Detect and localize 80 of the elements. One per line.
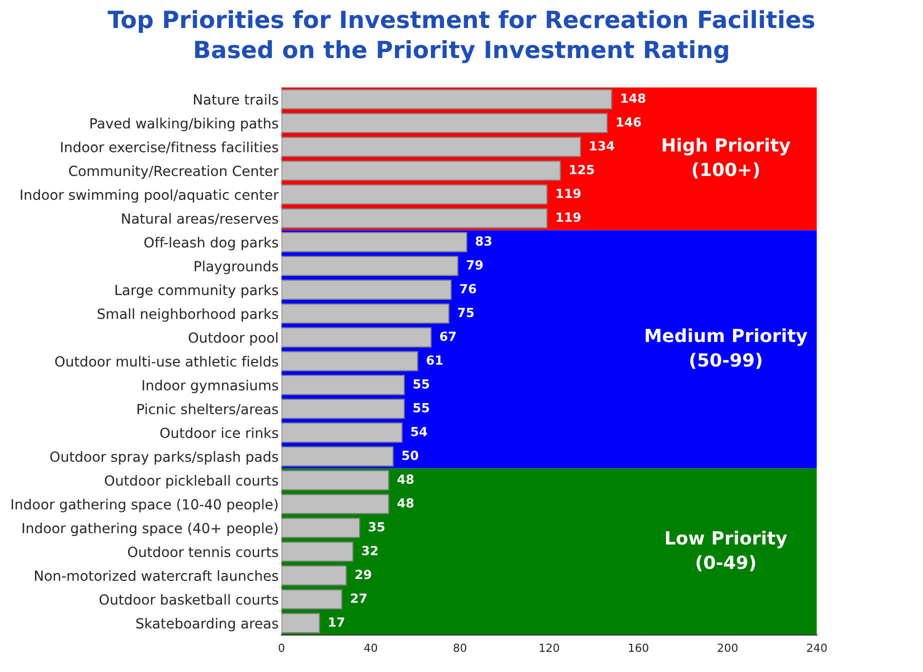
bar [282,374,405,396]
y-tick-label: Small neighborhood parks [98,308,278,322]
band-label: Medium Priority (50-99) [646,328,808,369]
data-label: 119 [556,212,581,222]
y-tick-label: Indoor gathering space (10-40 people) [12,498,278,512]
y-tick-label: Playgrounds [194,260,278,274]
data-label: 35 [368,522,384,532]
y-tick-label: Indoor gathering space (40+ people) [22,522,278,536]
y-tick-label: Skateboarding areas [136,618,278,632]
data-label: 55 [413,379,430,389]
y-tick-label: Non-motorized watercraft launches [34,570,278,581]
bar [282,280,452,300]
bar [282,160,561,181]
bar [282,327,432,348]
data-label: 48 [397,474,414,484]
x-tick-label: 240 [807,644,827,652]
y-tick-label: Indoor swimming pool/aquatic center [20,189,279,203]
bar [282,446,394,467]
y-tick-label: Natural areas/reserves [122,213,278,225]
data-label: 27 [351,593,366,603]
y-tick-label: Indoor exercise/fitness facilities [61,142,278,154]
bar [282,113,608,134]
bar [282,518,360,538]
chart-title: Top Priorities for Investment for Recreation Facilities Based on the Priority Investment Rating [108,10,814,64]
bar [282,422,403,443]
x-tick-label: 200 [718,644,738,652]
data-label: 148 [621,93,646,103]
bar [282,589,342,610]
bar [282,494,390,514]
bar [282,303,450,324]
data-label: 119 [556,188,581,198]
bar [282,136,581,157]
data-label: 125 [570,164,594,174]
y-tick-label: Outdoor multi-use athletic fields [55,356,278,367]
y-tick-label: Community/Recreation Center [69,165,279,179]
bar [282,542,354,562]
band-label: High Priority (100+) [662,138,790,178]
bar [282,398,405,419]
data-label: 48 [397,498,414,508]
data-label: 79 [466,260,483,270]
x-tick-label: 160 [629,644,648,652]
data-label: 76 [460,284,476,294]
x-tick-label: 80 [454,644,466,652]
data-label: 67 [440,332,456,342]
x-tick-label: 0 [278,644,284,652]
data-label: 17 [329,617,344,627]
x-tick-label: 120 [540,644,560,652]
y-tick-label: Large community parks [116,284,278,298]
y-tick-label: Indoor gymnasiums [142,380,278,394]
y-tick-label: Outdoor spray parks/splash pads [50,451,278,465]
data-label: 54 [411,426,428,436]
y-tick-label: Outdoor pickleball courts [104,474,278,488]
data-label: 146 [616,117,641,127]
bar [282,232,468,252]
y-tick-label: Outdoor ice rinks [160,427,278,438]
data-label: 29 [356,570,372,580]
bar [282,565,347,586]
x-tick-label: 40 [364,644,378,652]
y-tick-label: Outdoor pool [188,332,278,346]
bar [282,184,548,205]
data-label: 32 [362,546,378,556]
bar [282,470,390,490]
bar [282,208,548,228]
bar [282,351,418,372]
bar [282,256,458,276]
data-label: 83 [476,236,492,246]
band-label: Low Priority (0-49) [666,530,788,572]
data-label: 50 [402,450,418,460]
bar [282,89,612,110]
y-tick-label: Picnic shelters/areas [138,404,278,416]
data-label: 55 [413,403,430,412]
data-label: 61 [426,355,442,365]
y-tick-label: Nature trails [194,94,278,105]
y-tick-label: Outdoor tennis courts [128,546,278,558]
y-tick-label: Off-leash dog parks [144,236,278,250]
y-tick-label: Outdoor basketball courts [100,594,278,605]
y-tick-label: Paved walking/biking paths [90,118,278,132]
data-label: 134 [590,141,614,151]
bar [282,613,320,634]
data-label: 75 [458,308,474,318]
